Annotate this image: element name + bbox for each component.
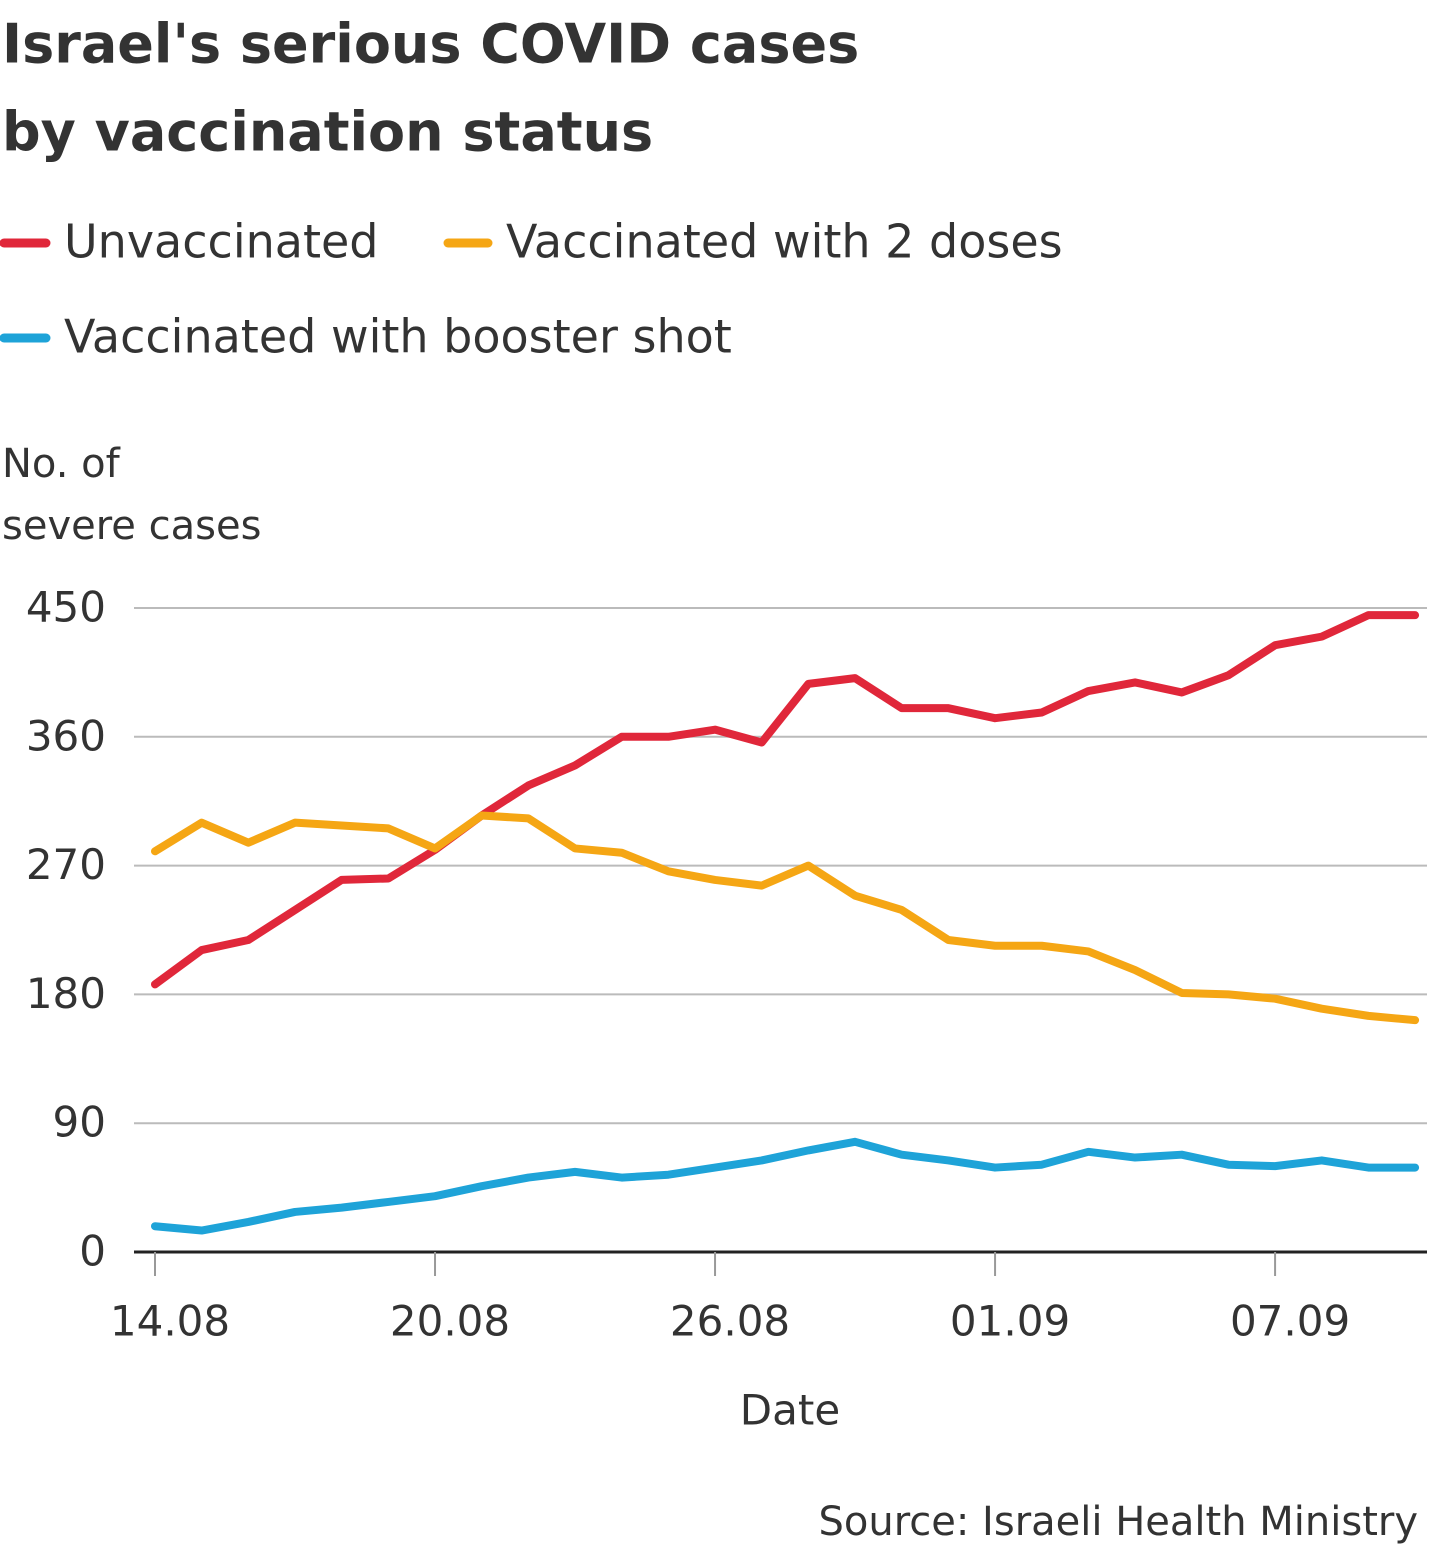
x-tick-label: 26.08 xyxy=(670,1297,790,1346)
legend-label: Vaccinated with 2 doses xyxy=(506,215,1063,269)
x-tick-label: 20.08 xyxy=(390,1297,510,1346)
y-tick-label: 450 xyxy=(26,583,106,632)
y-axis-label: No. of xyxy=(2,441,121,487)
source: Source: Israeli Health Ministry xyxy=(818,1499,1418,1545)
y-tick-label: 90 xyxy=(53,1098,106,1147)
y-tick-label: 180 xyxy=(26,969,106,1018)
series-line xyxy=(151,611,1420,989)
x-tick-label: 01.09 xyxy=(950,1297,1070,1346)
y-tick-label: 270 xyxy=(26,840,106,889)
chart-title: Israel's serious COVID cases xyxy=(2,13,859,76)
series-line xyxy=(151,811,1420,1025)
x-tick-label: 07.09 xyxy=(1230,1297,1350,1346)
y-tick-label: 360 xyxy=(26,711,106,760)
series-line xyxy=(151,1137,1420,1235)
x-tick-label: 14.08 xyxy=(110,1297,230,1346)
chart-title: by vaccination status xyxy=(2,101,653,164)
legend-label: Vaccinated with booster shot xyxy=(64,310,732,364)
y-axis-label: severe cases xyxy=(2,503,261,549)
x-axis-label: Date xyxy=(740,1386,840,1435)
y-tick-label: 0 xyxy=(79,1227,106,1276)
legend-label: Unvaccinated xyxy=(64,215,378,269)
